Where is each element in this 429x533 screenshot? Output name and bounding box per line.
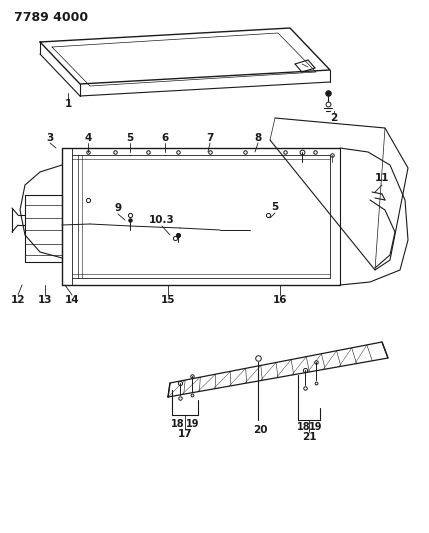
Text: 7: 7 (206, 133, 214, 143)
Text: 19: 19 (309, 422, 323, 432)
Text: 4: 4 (85, 133, 92, 143)
Text: 2: 2 (330, 113, 338, 123)
Text: 9: 9 (115, 203, 121, 213)
Text: 21: 21 (302, 432, 316, 442)
Text: 5: 5 (272, 202, 278, 212)
Text: 17: 17 (178, 429, 192, 439)
Text: 3: 3 (46, 133, 54, 143)
Text: 16: 16 (273, 295, 287, 305)
Text: 18: 18 (171, 419, 185, 429)
Text: 19: 19 (186, 419, 200, 429)
Text: 20: 20 (253, 425, 267, 435)
Text: 14: 14 (65, 295, 79, 305)
Text: 10.3: 10.3 (149, 215, 175, 225)
Text: 5: 5 (127, 133, 133, 143)
Text: 12: 12 (11, 295, 25, 305)
Text: 13: 13 (38, 295, 52, 305)
Text: 8: 8 (254, 133, 262, 143)
Text: 6: 6 (161, 133, 169, 143)
Text: 18: 18 (297, 422, 311, 432)
Text: 1: 1 (64, 99, 72, 109)
Text: 15: 15 (161, 295, 175, 305)
Text: 7789 4000: 7789 4000 (14, 11, 88, 24)
Text: 11: 11 (375, 173, 389, 183)
